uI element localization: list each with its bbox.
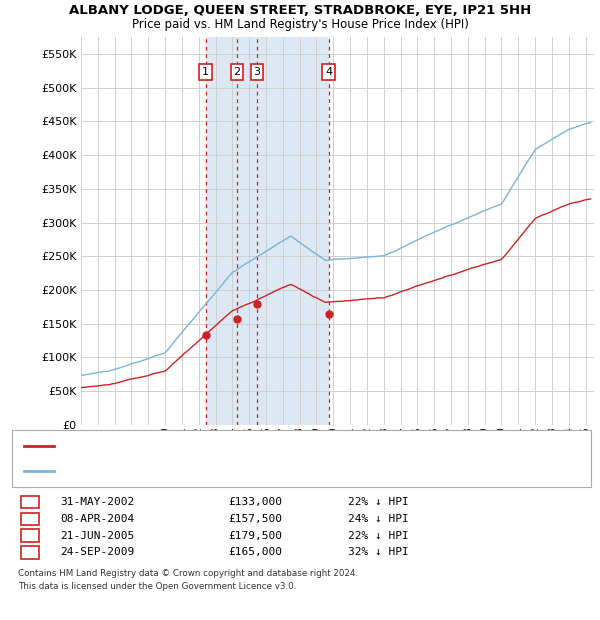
Text: 32% ↓ HPI: 32% ↓ HPI [348,547,409,557]
Text: 24% ↓ HPI: 24% ↓ HPI [348,514,409,524]
Text: £179,500: £179,500 [228,531,282,541]
Text: 3: 3 [26,531,34,541]
Text: 2: 2 [26,514,34,524]
Text: HPI: Average price, detached house, Mid Suffolk: HPI: Average price, detached house, Mid … [60,466,300,476]
Text: 21-JUN-2005: 21-JUN-2005 [60,531,134,541]
Text: 08-APR-2004: 08-APR-2004 [60,514,134,524]
Text: Price paid vs. HM Land Registry's House Price Index (HPI): Price paid vs. HM Land Registry's House … [131,18,469,31]
Text: 31-MAY-2002: 31-MAY-2002 [60,497,134,507]
Text: £157,500: £157,500 [228,514,282,524]
Text: £133,000: £133,000 [228,497,282,507]
Text: 1: 1 [26,497,34,507]
Text: 4: 4 [325,67,332,77]
Text: £165,000: £165,000 [228,547,282,557]
Text: 3: 3 [254,67,260,77]
Text: ALBANY LODGE, QUEEN STREET, STRADBROKE, EYE, IP21 5HH (detached house): ALBANY LODGE, QUEEN STREET, STRADBROKE, … [60,441,461,451]
Text: Contains HM Land Registry data © Crown copyright and database right 2024.: Contains HM Land Registry data © Crown c… [18,569,358,578]
Text: 24-SEP-2009: 24-SEP-2009 [60,547,134,557]
Text: ALBANY LODGE, QUEEN STREET, STRADBROKE, EYE, IP21 5HH: ALBANY LODGE, QUEEN STREET, STRADBROKE, … [69,4,531,17]
Text: 4: 4 [26,547,34,557]
Text: 2: 2 [233,67,241,77]
Bar [206,37,329,425]
Text: 22% ↓ HPI: 22% ↓ HPI [348,531,409,541]
Text: 22% ↓ HPI: 22% ↓ HPI [348,497,409,507]
Text: 1: 1 [202,67,209,77]
Text: This data is licensed under the Open Government Licence v3.0.: This data is licensed under the Open Gov… [18,582,296,591]
